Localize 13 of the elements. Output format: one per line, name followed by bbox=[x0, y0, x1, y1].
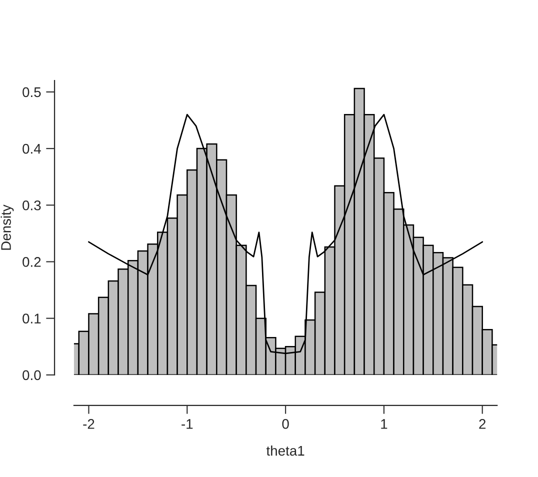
y-tick-label: 0.2 bbox=[22, 257, 41, 267]
x-tick-label: -2 bbox=[83, 419, 94, 429]
x-tick-label: -1 bbox=[182, 419, 193, 429]
y-tick-label: 0.4 bbox=[22, 144, 41, 154]
x-tick-label: 0 bbox=[282, 419, 289, 429]
x-tick-label: 1 bbox=[381, 419, 388, 429]
x-tick-label: 2 bbox=[479, 419, 486, 429]
y-tick-label: 0.0 bbox=[22, 370, 41, 380]
y-tick-label: 0.3 bbox=[22, 200, 41, 210]
y-axis-title: Density bbox=[0, 204, 14, 250]
y-tick-label: 0.5 bbox=[22, 87, 41, 98]
y-tick-label: 0.1 bbox=[22, 314, 41, 324]
x-axis-title: theta1 bbox=[266, 446, 304, 456]
